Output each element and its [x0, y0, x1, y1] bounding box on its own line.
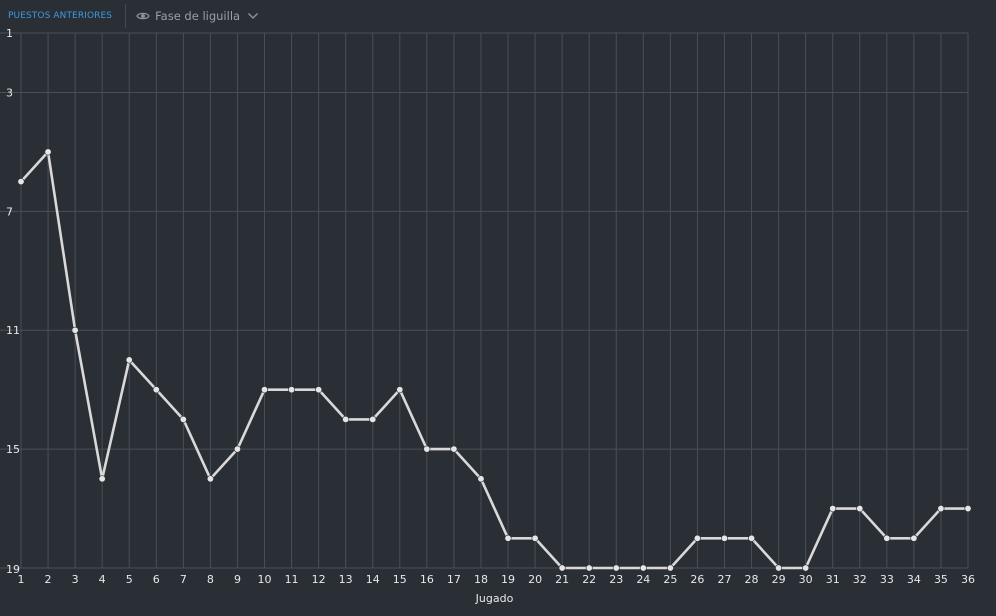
x-tick-label: 35 [934, 573, 948, 586]
x-tick-labels: 1 2 3 4 5 6 7 8 9 10 11 12 13 14 15 16 17 18 19 20 21 22 23 24 2… [18, 573, 976, 586]
y-tick-labels: 1 3 7 11 15 19 [6, 27, 20, 576]
data-point[interactable] [585, 564, 593, 572]
phase-filter-label: Fase de liguilla [155, 9, 241, 23]
data-point[interactable] [71, 326, 79, 334]
data-point[interactable] [261, 386, 269, 394]
x-tick-label: 22 [582, 573, 596, 586]
data-point[interactable] [829, 505, 837, 513]
x-tick-label: 15 [393, 573, 407, 586]
x-tick-label: 32 [853, 573, 867, 586]
x-tick-label: 16 [420, 573, 434, 586]
x-tick-label: 34 [907, 573, 921, 586]
data-point[interactable] [125, 356, 133, 364]
phase-filter-dropdown[interactable]: Fase de liguilla [126, 0, 259, 32]
x-tick-label: 19 [501, 573, 515, 586]
data-point[interactable] [504, 534, 512, 542]
x-tick-label: 9 [234, 573, 241, 586]
data-point[interactable] [802, 564, 810, 572]
data-point[interactable] [856, 505, 864, 513]
data-point[interactable] [288, 386, 296, 394]
x-tick-label: 14 [366, 573, 380, 586]
x-tick-label: 36 [961, 573, 975, 586]
x-tick-label: 30 [799, 573, 813, 586]
data-point[interactable] [639, 564, 647, 572]
x-tick-label: 7 [180, 573, 187, 586]
data-point[interactable] [450, 445, 458, 453]
data-point[interactable] [233, 445, 241, 453]
data-point[interactable] [477, 475, 485, 483]
data-point[interactable] [883, 534, 891, 542]
y-tick-label: 11 [6, 324, 20, 337]
x-tick-label: 5 [126, 573, 133, 586]
grid-lines [0, 32, 969, 569]
y-tick-label: 19 [6, 563, 20, 576]
data-point[interactable] [179, 415, 187, 423]
data-point[interactable] [342, 415, 350, 423]
x-tick-label: 27 [717, 573, 731, 586]
eye-icon [136, 11, 150, 21]
x-tick-label: 6 [153, 573, 160, 586]
section-title[interactable]: PUESTOS ANTERIORES [8, 11, 113, 21]
data-point[interactable] [720, 534, 728, 542]
x-tick-label: 23 [609, 573, 623, 586]
data-point[interactable] [693, 534, 701, 542]
data-point[interactable] [17, 178, 25, 186]
data-point[interactable] [423, 445, 431, 453]
data-point[interactable] [666, 564, 674, 572]
data-point[interactable] [964, 505, 972, 513]
x-tick-label: 26 [690, 573, 704, 586]
chevron-down-icon [247, 12, 259, 20]
y-tick-label: 15 [6, 443, 20, 456]
x-tick-label: 11 [285, 573, 299, 586]
toolbar-divider [125, 4, 127, 28]
x-axis-title: Jugado [475, 592, 514, 605]
x-tick-label: 24 [636, 573, 650, 586]
data-point[interactable] [396, 386, 404, 394]
data-point[interactable] [937, 505, 945, 513]
x-tick-label: 28 [745, 573, 759, 586]
y-tick-label: 7 [6, 205, 13, 218]
x-tick-label: 31 [826, 573, 840, 586]
x-tick-label: 21 [555, 573, 569, 586]
x-tick-label: 13 [339, 573, 353, 586]
y-tick-label: 3 [6, 86, 13, 99]
x-tick-label: 8 [207, 573, 214, 586]
data-point[interactable] [775, 564, 783, 572]
x-tick-label: 10 [258, 573, 272, 586]
data-point[interactable] [206, 475, 214, 483]
x-tick-label: 12 [312, 573, 326, 586]
x-tick-label: 33 [880, 573, 894, 586]
y-tick-label: 1 [6, 27, 13, 40]
x-tick-label: 25 [663, 573, 677, 586]
data-point[interactable] [369, 415, 377, 423]
data-point[interactable] [558, 564, 566, 572]
x-tick-label: 4 [99, 573, 106, 586]
x-tick-label: 17 [447, 573, 461, 586]
x-tick-label: 1 [18, 573, 25, 586]
x-tick-label: 18 [474, 573, 488, 586]
data-point[interactable] [748, 534, 756, 542]
series-line [19, 150, 970, 570]
data-point[interactable] [98, 475, 106, 483]
data-point[interactable] [531, 534, 539, 542]
data-point[interactable] [910, 534, 918, 542]
data-point[interactable] [152, 386, 160, 394]
x-tick-label: 3 [72, 573, 79, 586]
data-point[interactable] [315, 386, 323, 394]
data-point[interactable] [44, 148, 52, 156]
data-points [17, 148, 972, 572]
series-line-layer [19, 150, 970, 570]
x-tick-label: 29 [772, 573, 786, 586]
x-tick-label: 2 [45, 573, 52, 586]
chart-toolbar: PUESTOS ANTERIORES Fase de liguilla [0, 0, 996, 32]
x-tick-label: 20 [528, 573, 542, 586]
data-point[interactable] [612, 564, 620, 572]
